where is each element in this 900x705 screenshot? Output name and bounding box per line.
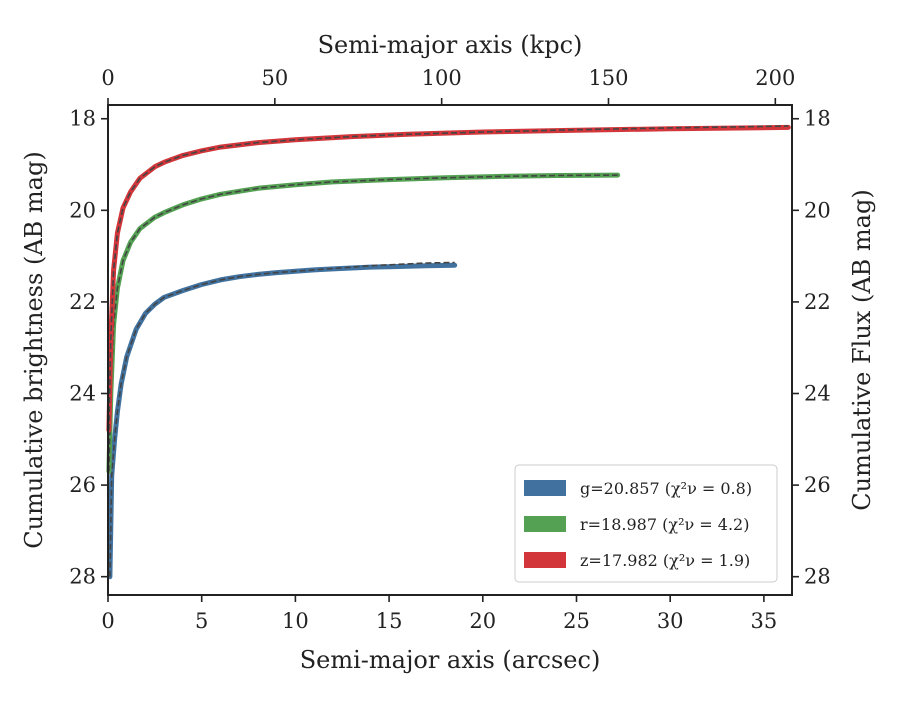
y-axis-title: Cumulative brightness (AB mag) (20, 151, 48, 548)
legend-label-r: r=18.987 (χ²ν = 4.2) (580, 515, 749, 534)
y-axis-right: 18 20 22 24 26 28 (792, 107, 831, 589)
x-tick-label: 25 (563, 609, 590, 633)
plot-frame (107, 104, 793, 596)
x-top-tick-label: 100 (422, 66, 462, 90)
x-tick-label: 5 (195, 609, 208, 633)
x-axis-title: Semi-major axis (arcsec) (300, 646, 601, 674)
x-tick-label: 20 (469, 609, 496, 633)
y-right-tick-label: 20 (804, 198, 831, 222)
y-right-tick-label: 22 (804, 290, 831, 314)
y-right-tick-label: 26 (804, 473, 831, 497)
y-axis-right-title: Cumulative Flux (AB mag) (848, 189, 876, 510)
y-tick-label: 20 (69, 198, 96, 222)
x-axis-bottom: 0 5 10 15 20 25 30 35 (101, 595, 777, 633)
series-model-line-r (108, 174, 618, 472)
y-right-tick-label: 28 (804, 565, 831, 589)
x-axis-top: 0 50 100 150 200 (101, 66, 795, 105)
legend: g=20.857 (χ²ν = 0.8) r=18.987 (χ²ν = 4.2)… (514, 464, 778, 583)
y-axis-left: 18 20 22 24 26 28 (69, 107, 108, 589)
x-tick-label: 10 (282, 609, 309, 633)
legend-swatch-r (524, 516, 566, 532)
x-tick-label: 0 (101, 609, 114, 633)
series-model-line-z (108, 125, 789, 431)
x-top-tick-label: 0 (101, 66, 114, 90)
y-tick-label: 28 (69, 565, 96, 589)
x-top-tick-label: 200 (755, 66, 795, 90)
y-tick-label: 22 (69, 290, 96, 314)
y-tick-label: 24 (69, 382, 96, 406)
y-right-tick-label: 24 (804, 382, 831, 406)
x-tick-label: 30 (657, 609, 684, 633)
x-tick-label: 35 (751, 609, 778, 633)
legend-label-z: z=17.982 (χ²ν = 1.9) (580, 551, 750, 570)
y-tick-label: 18 (69, 107, 96, 131)
legend-swatch-g (524, 480, 566, 496)
series-model-line-g (109, 261, 455, 577)
y-right-tick-label: 18 (804, 107, 831, 131)
y-tick-label: 26 (69, 473, 96, 497)
x-tick-label: 15 (376, 609, 403, 633)
legend-frame (514, 464, 778, 583)
x-top-tick-label: 150 (588, 66, 628, 90)
legend-label-g: g=20.857 (χ²ν = 0.8) (580, 479, 752, 498)
legend-swatch-z (524, 552, 566, 568)
x-axis-top-title: Semi-major axis (kpc) (318, 31, 583, 59)
x-top-tick-label: 50 (261, 66, 288, 90)
series-layer (106, 124, 791, 580)
